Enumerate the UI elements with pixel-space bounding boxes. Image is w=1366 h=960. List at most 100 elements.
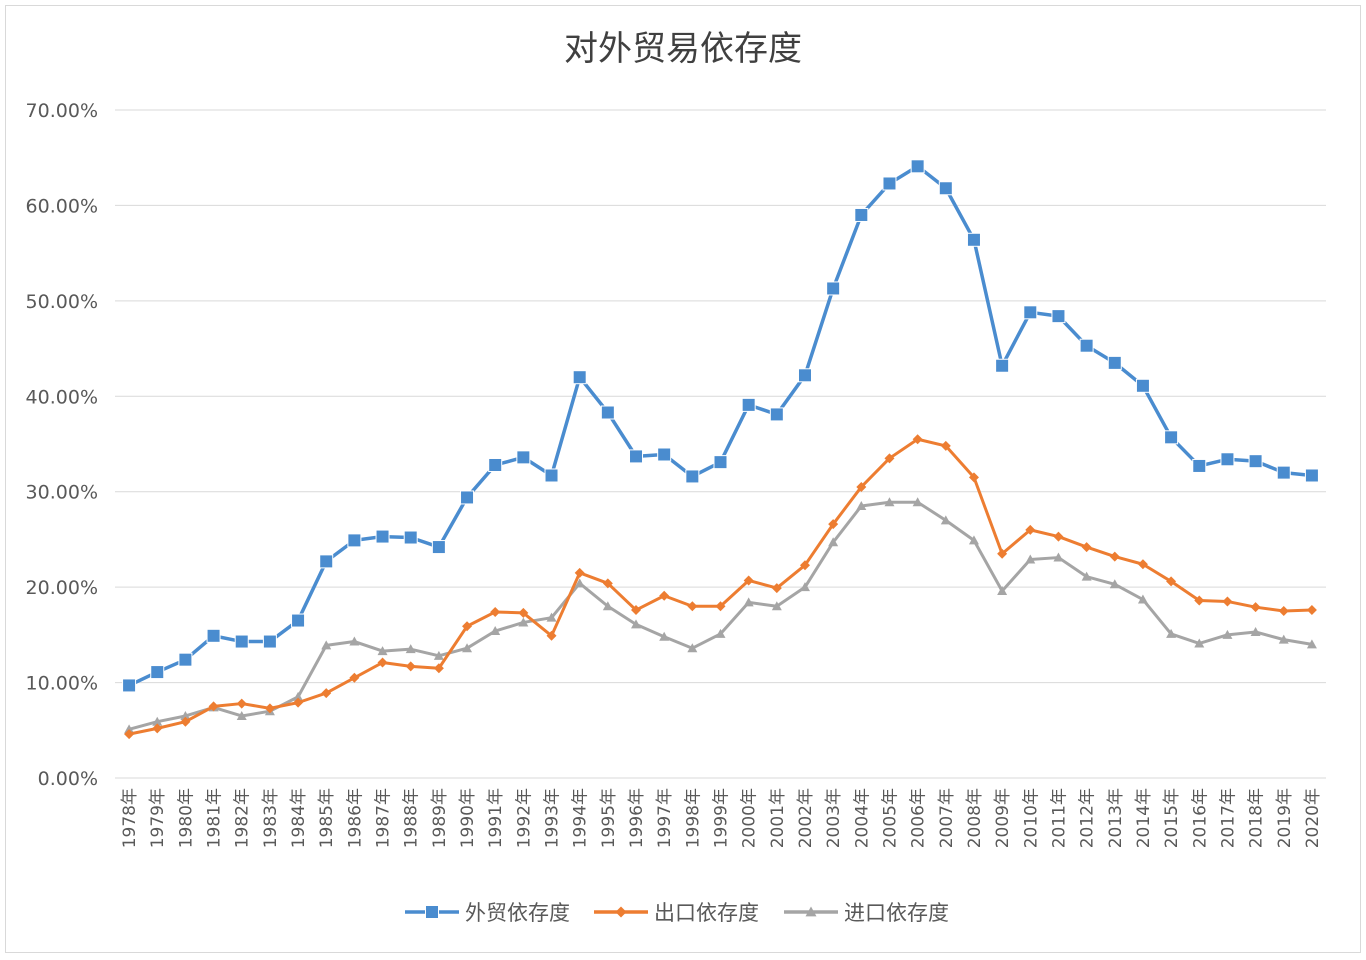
data-point xyxy=(236,698,247,709)
legend-marker xyxy=(615,906,627,918)
data-point xyxy=(1278,606,1289,616)
data-point xyxy=(687,601,698,612)
data-point xyxy=(405,644,416,654)
data-point xyxy=(602,578,613,589)
x-tick-label: 1982年 xyxy=(233,788,253,848)
data-point xyxy=(321,688,332,699)
data-point xyxy=(1220,452,1235,467)
data-point xyxy=(1164,430,1179,445)
legend-label: 进口依存度 xyxy=(844,901,949,925)
data-point xyxy=(349,636,360,646)
chart-title: 对外贸易依存度 xyxy=(564,29,802,69)
x-tick-label: 2006年 xyxy=(909,788,929,848)
legend-marker xyxy=(425,905,439,919)
data-point xyxy=(1250,626,1261,636)
data-point xyxy=(1222,596,1233,607)
data-point xyxy=(293,691,304,701)
data-point xyxy=(995,358,1010,373)
x-tick-label: 1988年 xyxy=(402,788,422,848)
data-point xyxy=(122,678,137,693)
data-point xyxy=(321,640,332,650)
x-tick-label: 2001年 xyxy=(768,788,788,848)
x-tick-label: 1980年 xyxy=(176,788,196,848)
data-point xyxy=(291,613,306,628)
data-point xyxy=(1135,378,1150,393)
series-3 xyxy=(124,497,1317,734)
data-point xyxy=(1137,559,1148,570)
data-point xyxy=(912,497,923,507)
data-point xyxy=(1192,458,1207,473)
data-point xyxy=(518,607,529,618)
data-point xyxy=(602,601,613,611)
x-tick-label: 1997年 xyxy=(655,788,675,848)
data-point xyxy=(1250,602,1261,613)
data-point xyxy=(490,626,501,636)
data-point xyxy=(856,501,867,511)
x-tick-label: 1992年 xyxy=(514,788,534,848)
x-tick-label: 2000年 xyxy=(740,788,760,848)
y-tick-label: 20.00% xyxy=(26,577,98,599)
x-tick-label: 2007年 xyxy=(937,788,957,848)
x-tick-label: 2018年 xyxy=(1247,788,1267,848)
data-point xyxy=(518,617,529,627)
series-group xyxy=(122,159,1319,740)
data-point xyxy=(631,619,642,629)
data-point xyxy=(1053,552,1064,562)
data-point xyxy=(715,601,726,612)
data-point xyxy=(1304,468,1319,483)
x-tick-label: 1990年 xyxy=(458,788,478,848)
x-tick-label: 1996年 xyxy=(627,788,647,848)
data-point xyxy=(940,440,951,451)
data-point xyxy=(462,621,473,632)
x-tick-label: 1987年 xyxy=(374,788,394,848)
data-point xyxy=(828,519,839,530)
x-tick-label: 2004年 xyxy=(852,788,872,848)
x-tick-label: 1981年 xyxy=(205,788,225,848)
data-point xyxy=(713,455,728,470)
data-point xyxy=(462,643,473,653)
data-point xyxy=(797,368,812,383)
legend-item: 外贸依存度 xyxy=(405,901,570,925)
data-point xyxy=(490,606,501,617)
x-tick-label: 1995年 xyxy=(599,788,619,848)
data-point xyxy=(910,159,925,174)
x-tick-label: 2012年 xyxy=(1078,788,1098,848)
data-point xyxy=(1166,576,1177,587)
data-point xyxy=(826,281,841,296)
data-point xyxy=(687,643,698,653)
x-tick-label: 1994年 xyxy=(571,788,591,848)
data-point xyxy=(828,537,839,547)
legend: 外贸依存度 出口依存度 进口依存度 xyxy=(405,901,949,925)
data-point xyxy=(771,583,782,594)
legend-label: 出口依存度 xyxy=(654,901,759,925)
x-tick-label: 2009年 xyxy=(993,788,1013,848)
data-point xyxy=(966,232,981,247)
data-point xyxy=(1051,309,1066,324)
data-point xyxy=(347,533,362,548)
x-tick-label: 2003年 xyxy=(824,788,844,848)
x-tick-label: 1989年 xyxy=(430,788,450,848)
y-tick-label: 40.00% xyxy=(26,386,98,408)
data-point xyxy=(1079,338,1094,353)
data-point xyxy=(1053,531,1064,542)
data-point xyxy=(124,729,135,740)
data-point xyxy=(1025,524,1036,535)
data-point xyxy=(124,724,135,734)
y-tick-label: 30.00% xyxy=(26,482,98,504)
data-point xyxy=(264,703,275,714)
series-1 xyxy=(122,159,1319,693)
data-point xyxy=(1166,628,1177,638)
data-point xyxy=(546,630,557,641)
x-tick-label: 1985年 xyxy=(317,788,337,848)
data-point xyxy=(631,605,642,616)
data-point xyxy=(741,397,756,412)
x-tick-label: 2013年 xyxy=(1106,788,1126,848)
data-point xyxy=(1248,454,1263,469)
data-point xyxy=(1109,551,1120,562)
y-tick-label: 10.00% xyxy=(26,673,98,695)
data-point xyxy=(799,582,810,592)
data-point xyxy=(208,701,219,712)
y-tick-label: 0.00% xyxy=(38,768,98,790)
legend-item: 出口依存度 xyxy=(594,901,759,925)
data-point xyxy=(206,628,221,643)
